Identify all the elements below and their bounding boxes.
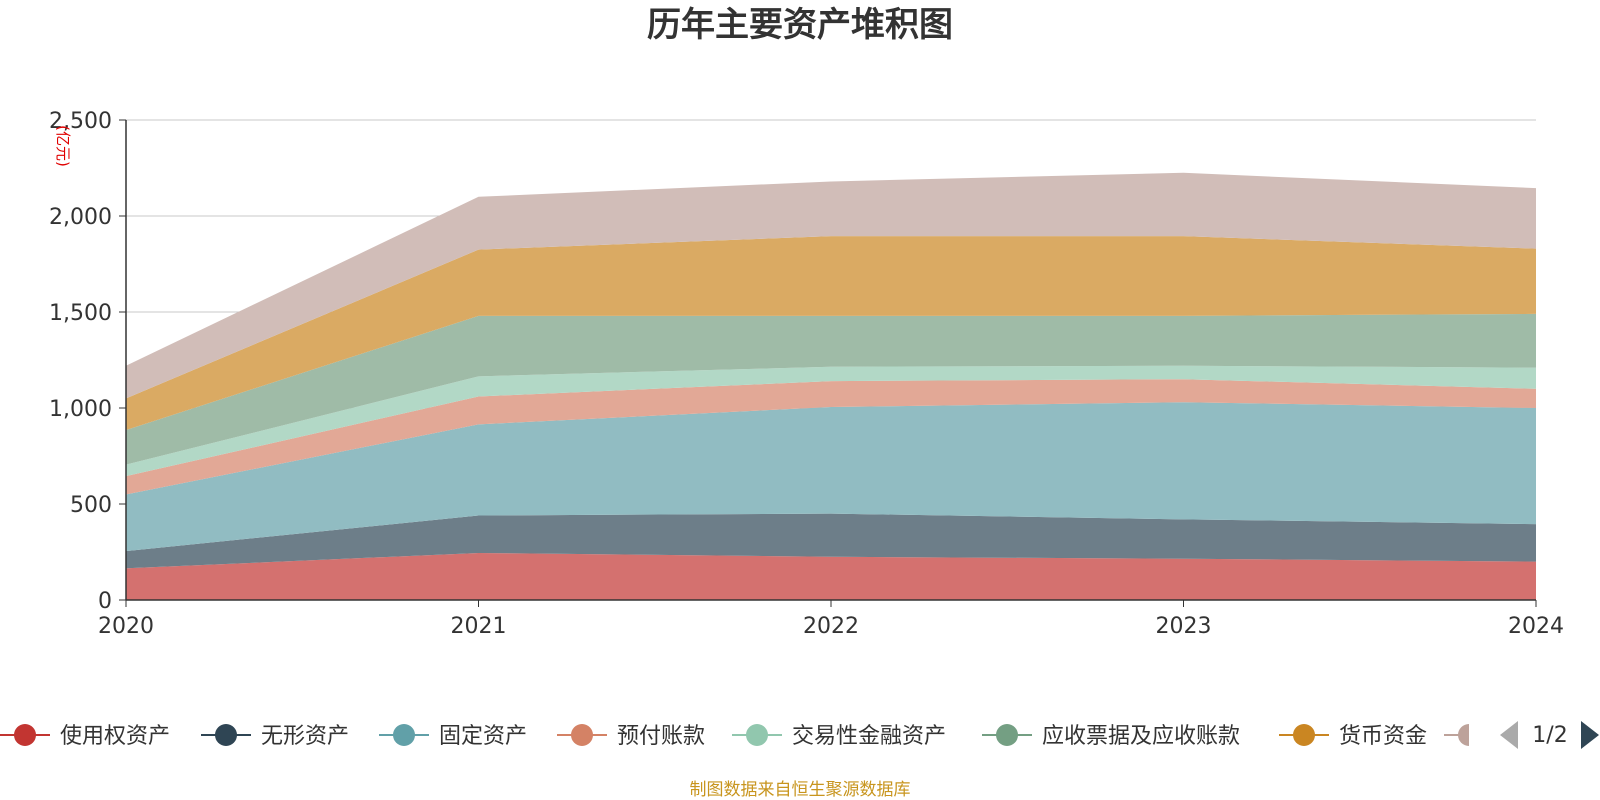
legend: 使用权资产 无形资产 固定资产 预付账款 交易性金融资产 应收票据及应收账款 货币资金 (0, 724, 1469, 749)
area-series (126, 552, 1536, 600)
y-tick-label: 1,000 (49, 397, 112, 422)
x-tick-label: 2022 (803, 614, 859, 639)
legend-label: 固定资产 (439, 724, 527, 749)
y-tick-label: 2,000 (49, 205, 112, 230)
legend-label: 货币资金 (1339, 724, 1427, 749)
legend-prev-page-icon[interactable] (1500, 721, 1518, 749)
legend-item[interactable]: 使用权资产 (0, 724, 170, 749)
y-tick-label: 500 (70, 493, 112, 518)
area-series (126, 402, 1536, 552)
area-series (126, 236, 1536, 431)
area-series (126, 365, 1536, 477)
legend-marker-icon (14, 724, 36, 746)
y-axis-unit-label: (亿元) (54, 125, 72, 167)
legend-marker-icon (1293, 724, 1315, 746)
area-series (126, 313, 1536, 465)
area-series (126, 379, 1536, 495)
series-areas (126, 172, 1536, 600)
legend-item-partial (1444, 724, 1469, 746)
y-tick-label: 1,500 (49, 301, 112, 326)
legend-item[interactable]: 应收票据及应收账款 (982, 724, 1240, 749)
legend-marker-icon (571, 724, 593, 746)
x-tick-label: 2024 (1508, 614, 1564, 639)
legend-item[interactable]: 货币资金 (1279, 724, 1427, 749)
area-series (126, 513, 1536, 569)
data-source-note: 制图数据来自恒生聚源数据库 (690, 780, 911, 800)
x-tick-label: 2020 (98, 614, 154, 639)
legend-marker-icon (746, 724, 768, 746)
legend-marker-icon (996, 724, 1018, 746)
area-series (126, 172, 1536, 399)
x-tick-label: 2023 (1156, 614, 1212, 639)
legend-item[interactable]: 交易性金融资产 (732, 724, 946, 749)
legend-label: 应收票据及应收账款 (1042, 724, 1240, 749)
legend-label: 使用权资产 (60, 724, 170, 749)
chart-title: 历年主要资产堆积图 (647, 5, 953, 45)
legend-marker-icon (215, 724, 237, 746)
y-tick-label: 2,500 (49, 109, 112, 134)
legend-page-indicator: 1/2 (1532, 723, 1567, 748)
legend-item[interactable]: 无形资产 (201, 724, 349, 749)
legend-label: 预付账款 (617, 724, 705, 749)
axes: 0 500 1,000 1,500 2,000 2,500 2020 2021 2022 2023… (49, 109, 1564, 639)
legend-next-page-icon[interactable] (1581, 721, 1599, 749)
y-tick-label: 0 (98, 589, 112, 614)
x-tick-label: 2021 (451, 614, 507, 639)
legend-item[interactable]: 固定资产 (379, 724, 527, 749)
legend-label: 无形资产 (261, 724, 349, 749)
legend-marker-icon (393, 724, 415, 746)
legend-pager: 1/2 (1500, 721, 1599, 749)
legend-label: 交易性金融资产 (792, 724, 946, 749)
legend-marker-icon (1458, 724, 1469, 746)
legend-item[interactable]: 预付账款 (557, 724, 705, 749)
